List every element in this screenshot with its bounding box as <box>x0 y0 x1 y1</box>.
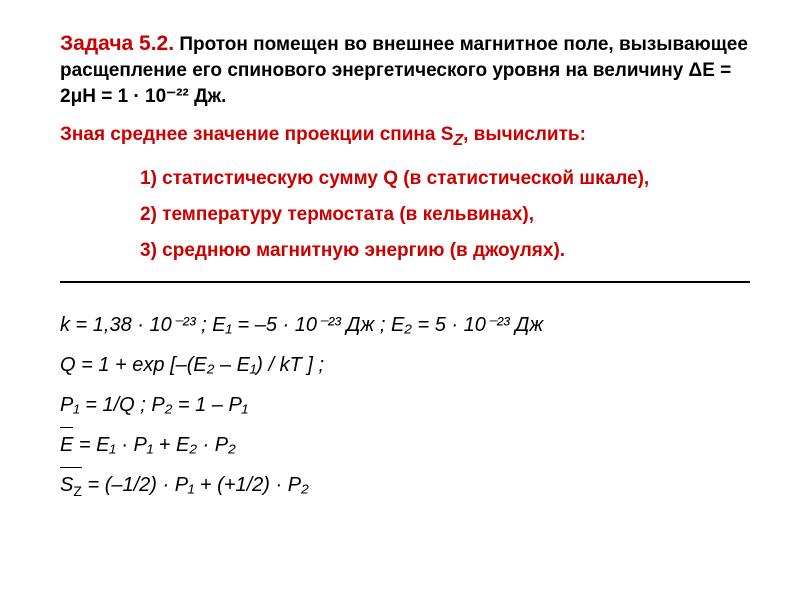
task-item-2: 2) температуру термостата (в кельвинах), <box>140 197 750 233</box>
formula-line-1: k = 1,38 · 10⁻²³ ; E₁ = –5 · 10⁻²³ Дж ; … <box>60 305 750 345</box>
problem-block: Задача 5.2. Протон помещен во внешнее ма… <box>60 30 750 269</box>
formula-line-5: SZ = (–1/2) · P₁ + (+1/2) · P₂ <box>60 465 750 505</box>
page: Задача 5.2. Протон помещен во внешнее ма… <box>0 0 800 600</box>
given-prefix: Зная среднее значение проекции спина <box>60 124 441 145</box>
section-divider <box>60 281 750 283</box>
formula-line-2: Q = 1 + exp [–(E₂ – E₁) / kT ] ; <box>60 345 750 385</box>
sz-symbol: SZ <box>441 124 463 145</box>
e-bar-symbol: E <box>60 425 73 465</box>
sz-bar-symbol: SZ <box>60 465 82 505</box>
problem-statement: Задача 5.2. Протон помещен во внешнее ма… <box>60 30 750 110</box>
formula-line-4: E = E₁ · P₁ + E₂ · P₂ <box>60 425 750 465</box>
formula-line-3: P₁ = 1/Q ; P₂ = 1 – P₁ <box>60 385 750 425</box>
given-line: Зная среднее значение проекции спина SZ,… <box>60 122 750 151</box>
task-items: 1) статистическую сумму Q (в статистичес… <box>140 161 750 269</box>
formula-block: k = 1,38 · 10⁻²³ ; E₁ = –5 · 10⁻²³ Дж ; … <box>60 305 750 505</box>
given-suffix: , вычислить: <box>463 124 586 145</box>
task-item-3: 3) среднюю магнитную энергию (в джоулях)… <box>140 233 750 269</box>
problem-title: Задача 5.2. <box>60 32 174 55</box>
task-item-1: 1) статистическую сумму Q (в статистичес… <box>140 161 750 197</box>
